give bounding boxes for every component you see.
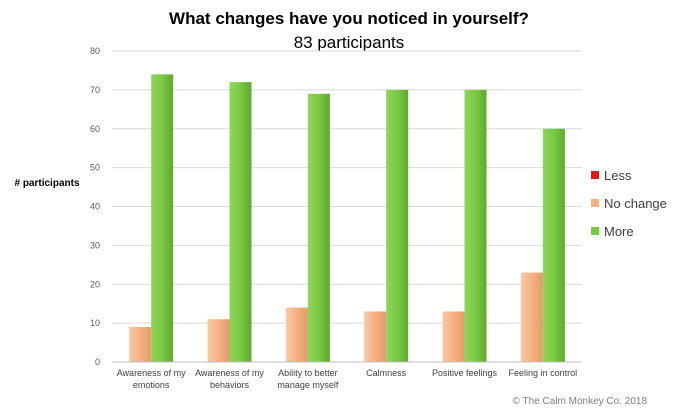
x-tick-label: Ability to better [278, 368, 338, 378]
legend-swatch-more [591, 227, 599, 235]
y-tick-label: 30 [90, 240, 100, 250]
y-tick-label: 60 [90, 124, 100, 134]
y-tick-label: 40 [90, 202, 100, 212]
chart-title: What changes have you noticed in yoursel… [169, 9, 529, 28]
x-tick-label: emotions [133, 380, 170, 390]
bar-more [229, 82, 252, 362]
x-tick-label: Positive feelings [432, 368, 498, 378]
bar-more [151, 74, 174, 362]
y-tick-label: 20 [90, 279, 100, 289]
bars [129, 74, 565, 362]
bar-more [464, 89, 487, 362]
legend-label: No change [604, 196, 667, 211]
x-tick-label: Calmness [366, 368, 407, 378]
legend-label: More [604, 224, 634, 239]
y-axis-ticks: 0 10 20 30 40 50 60 70 80 [90, 46, 100, 367]
x-tick-label: behaviors [210, 380, 250, 390]
gridlines [112, 50, 582, 324]
bar-no-change [207, 319, 230, 362]
bar-more [542, 128, 565, 362]
bar-no-change [285, 307, 308, 362]
y-tick-label: 10 [90, 318, 100, 328]
chart-subtitle: 83 participants [294, 33, 405, 52]
legend-swatch-no-change [591, 199, 599, 207]
y-axis-label: # participants [14, 178, 79, 189]
x-tick-label: manage myself [277, 380, 339, 390]
y-tick-label: 80 [90, 46, 100, 56]
bar-more [386, 89, 409, 362]
copyright-notice: © The Calm Monkey Co. 2018 [512, 396, 647, 407]
legend-swatch-less [591, 171, 599, 179]
y-tick-label: 0 [95, 357, 100, 367]
legend-label: Less [604, 168, 632, 183]
bar-no-change [129, 327, 152, 362]
x-axis-labels: Awareness of my emotions Awareness of my be… [117, 368, 577, 390]
bar-no-change [364, 311, 387, 362]
x-tick-label: Awareness of my [195, 368, 264, 378]
y-tick-label: 70 [90, 85, 100, 95]
x-tick-label: Feeling in control [509, 368, 578, 378]
legend: Less No change More [591, 168, 667, 239]
x-tick-label: Awareness of my [117, 368, 186, 378]
bar-no-change [520, 272, 543, 362]
y-tick-label: 50 [90, 163, 100, 173]
bar-no-change [442, 311, 465, 362]
bar-more [307, 93, 330, 362]
